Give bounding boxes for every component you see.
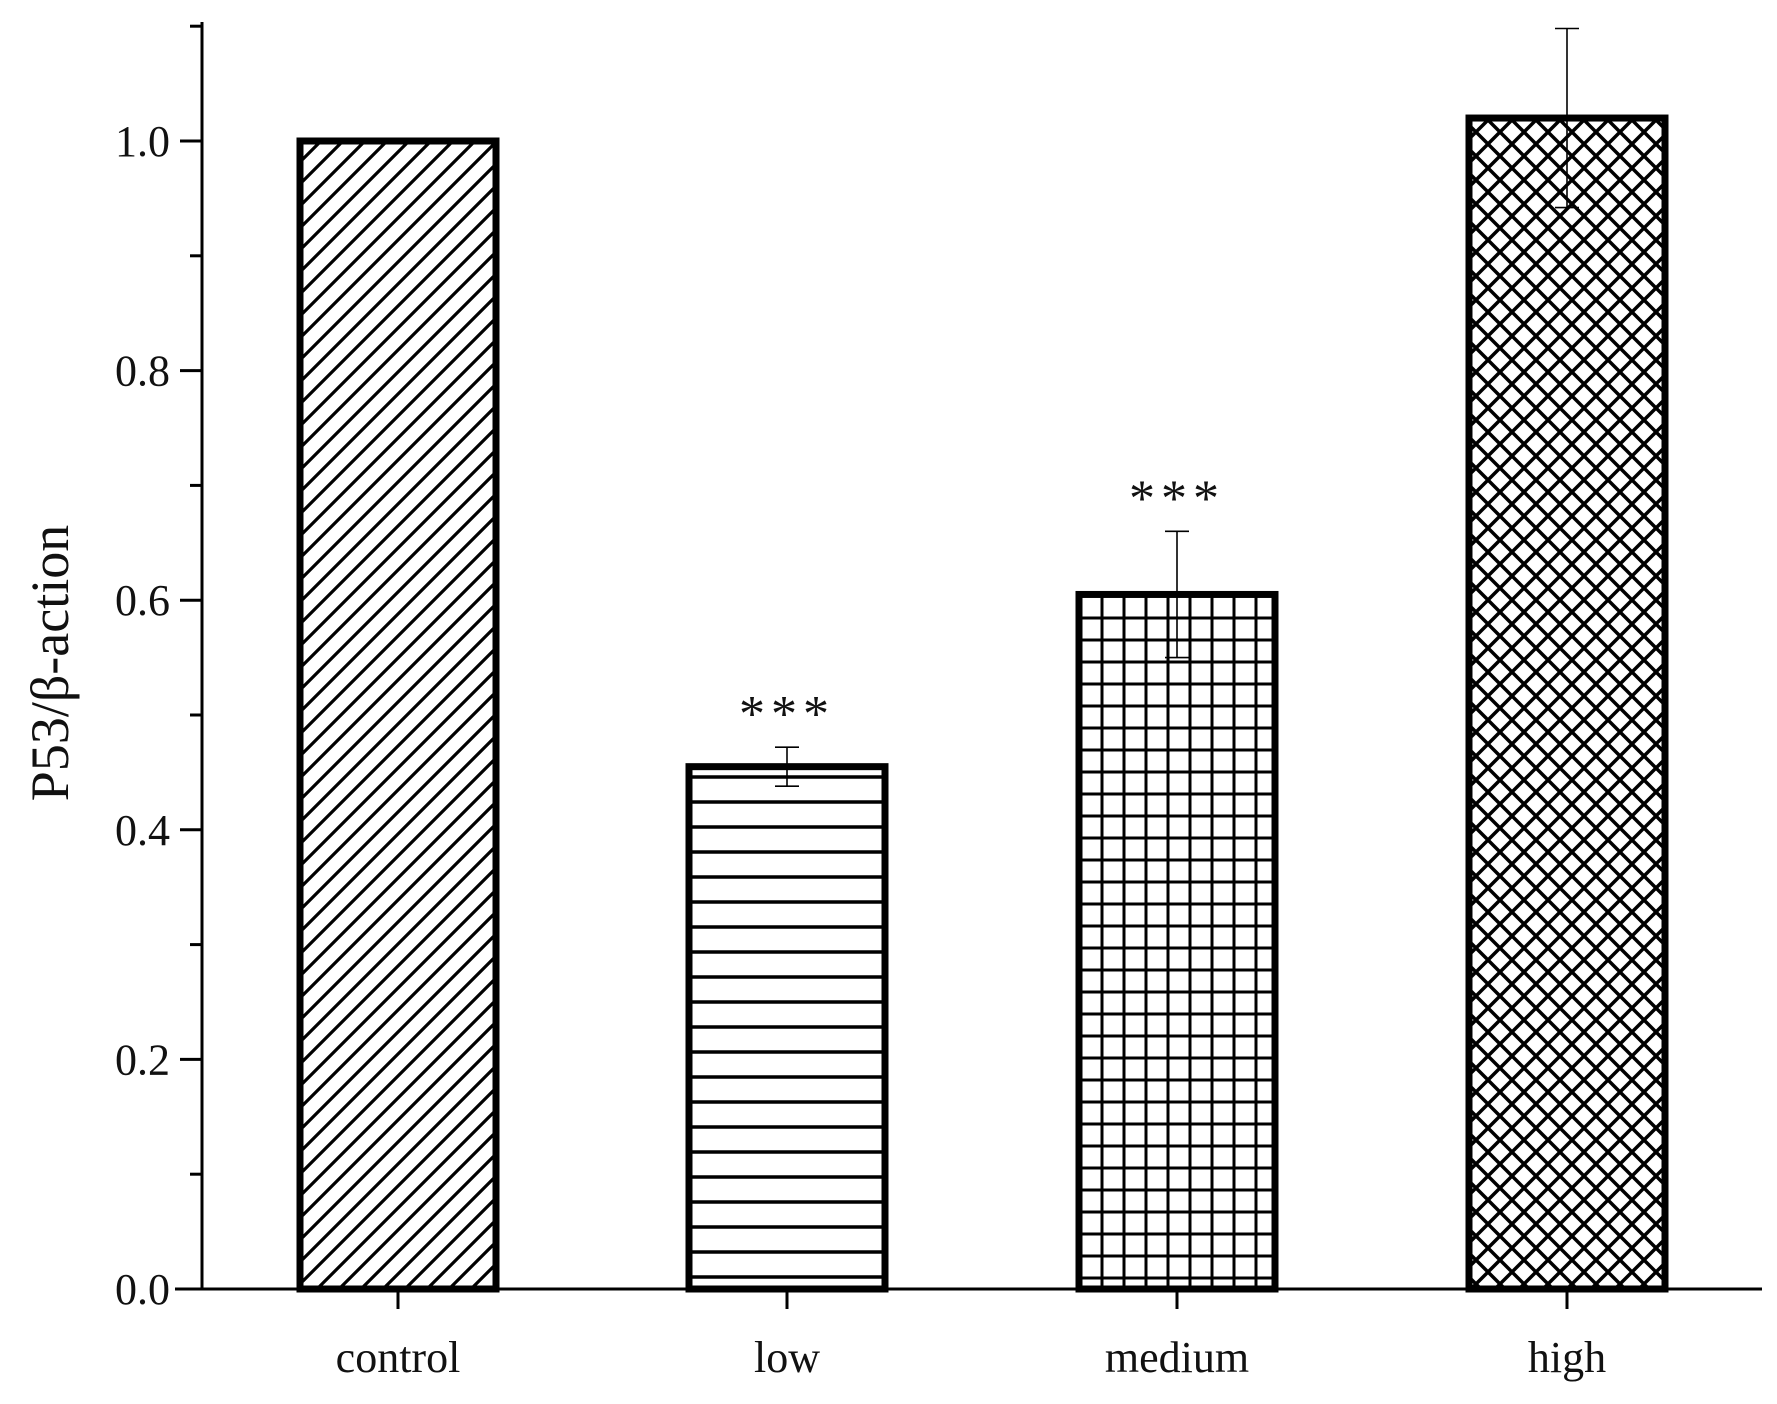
y-tick-label: 0.2: [115, 1035, 170, 1084]
significance-low: ***: [739, 686, 835, 743]
x-axis: control low medium high: [175, 1287, 1762, 1382]
y-tick-label: 0.8: [115, 347, 170, 396]
x-tick-label-low: low: [754, 1333, 820, 1382]
bars-group: [296, 114, 1669, 1293]
significance-markers: *** ***: [739, 470, 1225, 743]
error-bar-medium: [1165, 530, 1189, 659]
error-bar-low: [775, 746, 799, 787]
x-tick-label-control: control: [336, 1333, 461, 1382]
significance-medium: ***: [1129, 470, 1225, 527]
y-tick-label: 0.6: [115, 576, 170, 625]
bar-medium: [1075, 590, 1279, 1293]
bar-high: [1465, 114, 1669, 1293]
bar-control: [296, 137, 500, 1293]
bar-low: [685, 763, 889, 1293]
y-axis-title: P53/β-action: [20, 525, 80, 801]
x-tick-label-high: high: [1528, 1333, 1606, 1382]
y-tick-label: 0.4: [115, 806, 170, 855]
y-axis-ticks: 0.0 0.2 0.4 0.6 0.8 1.0: [115, 24, 202, 1314]
y-tick-label: 1.0: [115, 117, 170, 166]
y-tick-label: 0.0: [115, 1265, 170, 1314]
error-bar-high: [1555, 27, 1579, 209]
x-tick-label-medium: medium: [1105, 1333, 1249, 1382]
y-axis: 0.0 0.2 0.4 0.6 0.8 1.0: [115, 22, 204, 1314]
error-bars-group: [775, 27, 1579, 787]
x-axis-ticks: control low medium high: [336, 1289, 1606, 1382]
